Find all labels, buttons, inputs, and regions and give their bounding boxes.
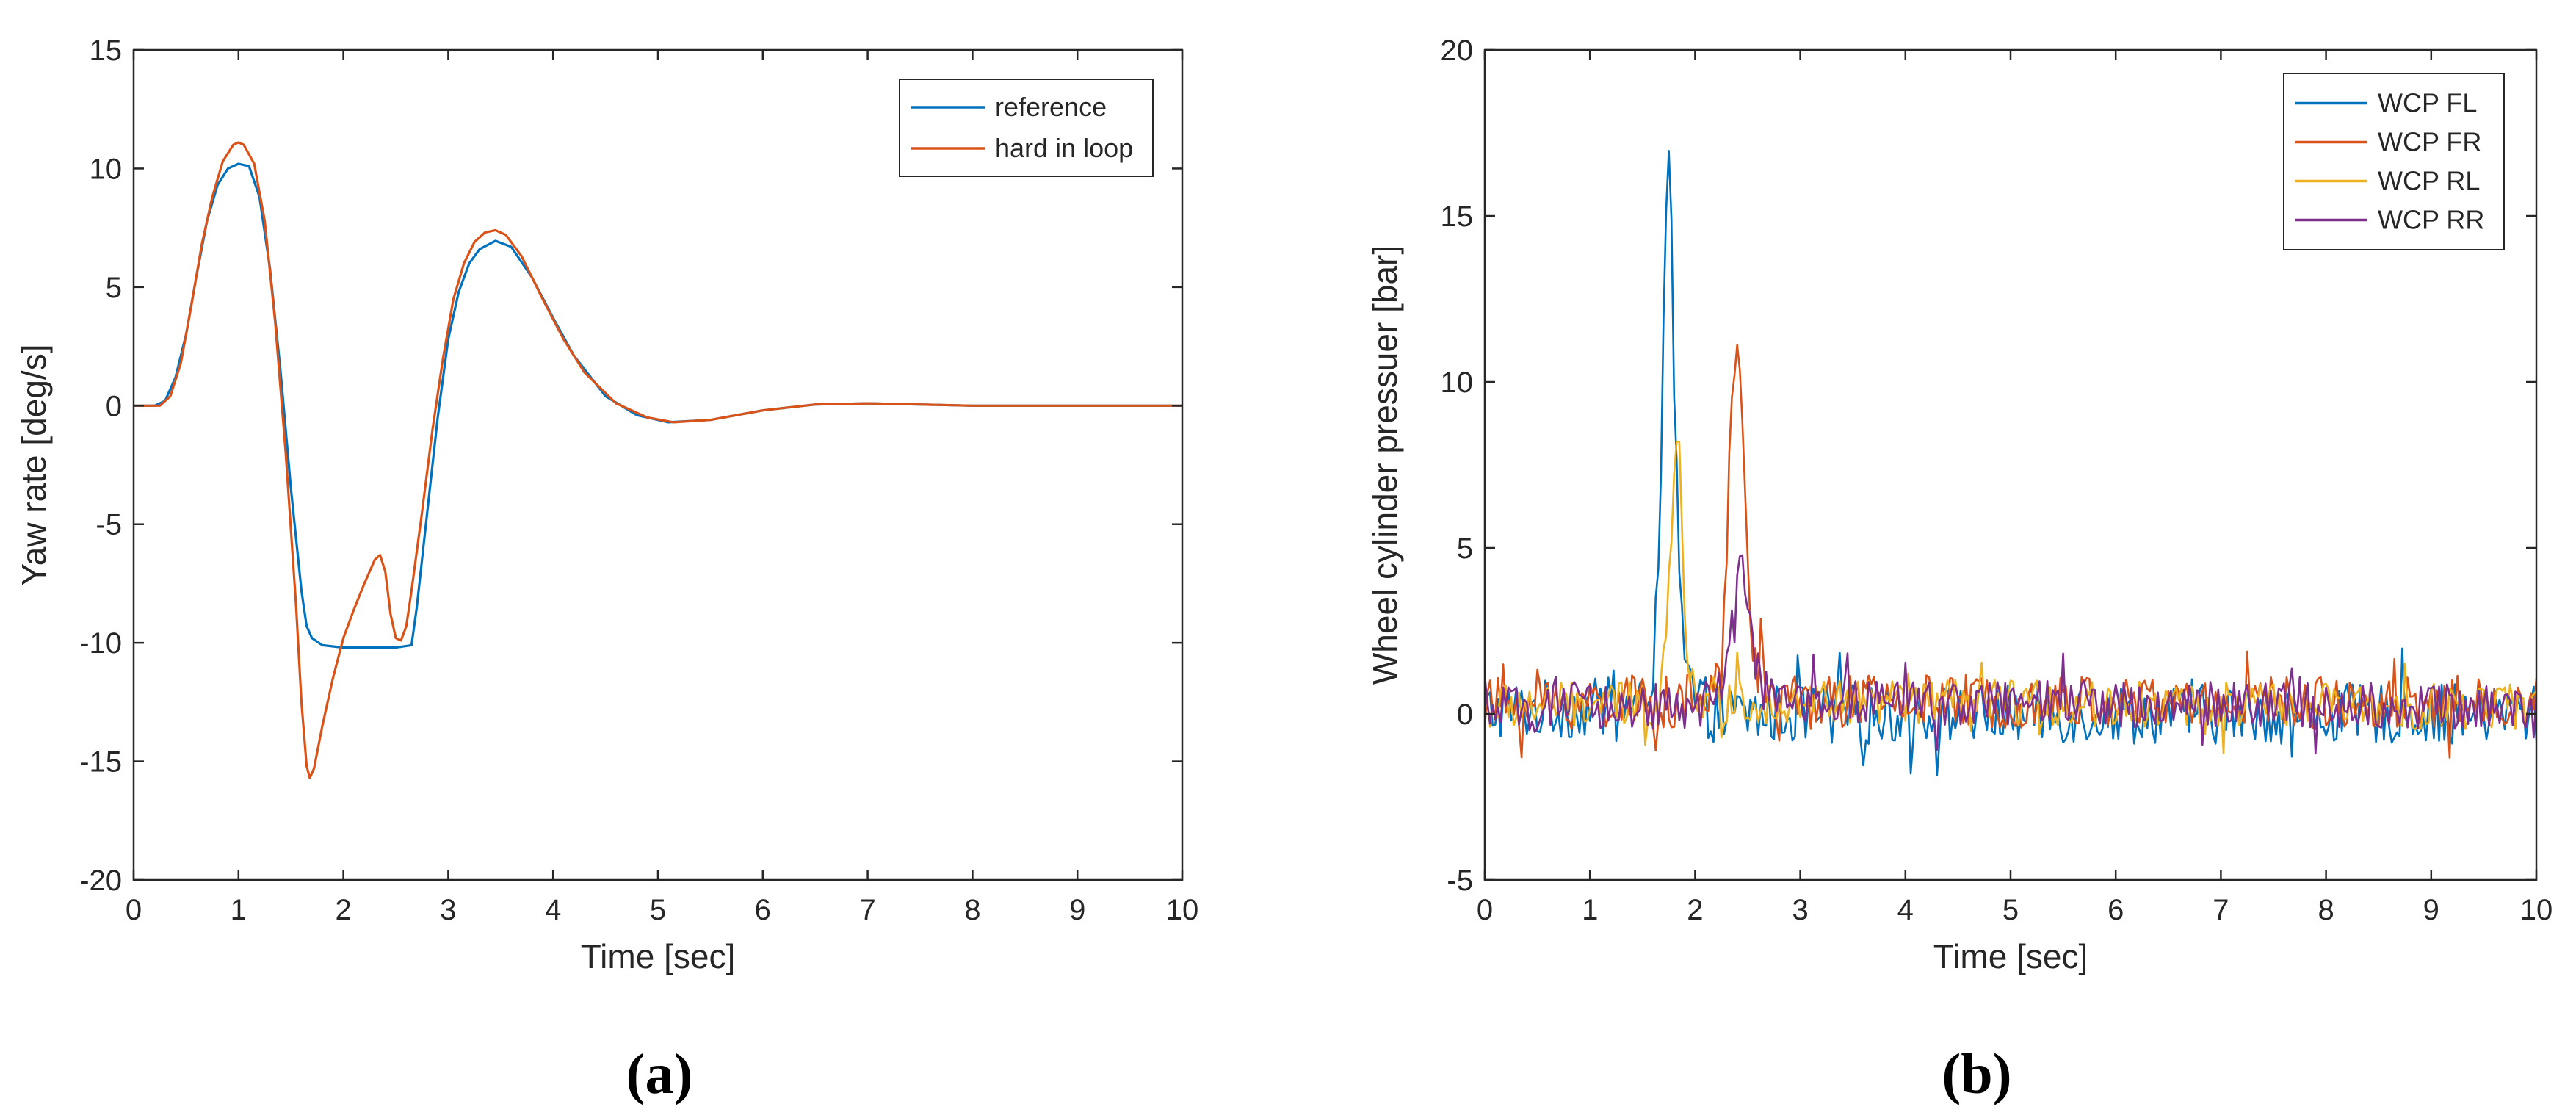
x-tick-label: 10	[1166, 894, 1199, 926]
y-tick-label: 0	[106, 390, 122, 422]
x-tick-label: 1	[231, 894, 247, 926]
x-tick-label: 3	[440, 894, 456, 926]
x-tick-label: 8	[964, 894, 980, 926]
series-line-wcp-rr	[1485, 554, 2536, 755]
x-tick-label: 1	[1582, 894, 1598, 926]
y-tick-label: -20	[79, 865, 122, 897]
x-tick-label: 5	[650, 894, 666, 926]
legend-label: WCP RR	[2378, 205, 2484, 235]
x-tick-label: 6	[755, 894, 771, 926]
y-tick-label: 20	[1441, 35, 1474, 67]
y-tick-label: 15	[1441, 201, 1474, 233]
y-tick-label: 15	[90, 35, 123, 67]
x-tick-label: 9	[1069, 894, 1085, 926]
y-tick-label: 0	[1457, 699, 1473, 731]
y-tick-label: -10	[79, 627, 122, 660]
legend-label: WCP RL	[2378, 166, 2480, 196]
x-tick-label: 4	[545, 894, 561, 926]
legend: reference hard in loop	[899, 79, 1154, 177]
x-tick-label: 6	[2108, 894, 2124, 926]
x-tick-label: 7	[2213, 894, 2229, 926]
x-tick-label: 4	[1897, 894, 1914, 926]
x-tick-label: 2	[1687, 894, 1703, 926]
legend: WCP FL WCP FR WCP RL WCP RR	[2283, 73, 2505, 250]
x-tick-label: 0	[1477, 894, 1493, 926]
plot-area	[134, 141, 1182, 779]
y-axis-label: Wheel cylinder pressuer [bar]	[1366, 245, 1404, 685]
x-tick-label: 9	[2423, 894, 2439, 926]
x-axis-label: Time [sec]	[581, 937, 735, 975]
legend-box	[899, 79, 1154, 177]
y-tick-label: -5	[1447, 865, 1473, 897]
caption-b: (b)	[1942, 1042, 2011, 1105]
y-tick-label: 10	[90, 153, 123, 185]
x-tick-label: 10	[2520, 894, 2553, 926]
legend-label: WCP FR	[2378, 127, 2481, 157]
y-tick-label: -15	[79, 746, 122, 779]
x-tick-label: 3	[1792, 894, 1808, 926]
chart-a-yaw-rate: 0 1 2 3 4 5 6 7 8 9 10 -20 -15 -10 -5 0 5 10 15 Time [sec] Y…	[15, 35, 1198, 975]
y-tick-label: -5	[95, 509, 122, 541]
y-tick-label: 5	[106, 272, 122, 304]
x-axis-label: Time [sec]	[1933, 937, 2088, 975]
y-axis-label: Yaw rate [deg/s]	[15, 344, 53, 586]
legend-label: reference	[995, 92, 1107, 122]
y-tick-label: 5	[1457, 533, 1473, 565]
x-tick-label: 8	[2318, 894, 2334, 926]
series-line-hard-in-loop	[134, 141, 1182, 779]
caption-a: (a)	[626, 1042, 693, 1105]
legend-label: WCP FL	[2378, 88, 2477, 118]
y-tick-label: 10	[1441, 367, 1474, 399]
x-tick-label: 2	[335, 894, 351, 926]
legend-label: hard in loop	[995, 133, 1133, 163]
x-tick-label: 0	[126, 894, 142, 926]
plot-area	[1485, 150, 2536, 776]
x-tick-label: 5	[2002, 894, 2019, 926]
x-tick-label: 7	[859, 894, 875, 926]
